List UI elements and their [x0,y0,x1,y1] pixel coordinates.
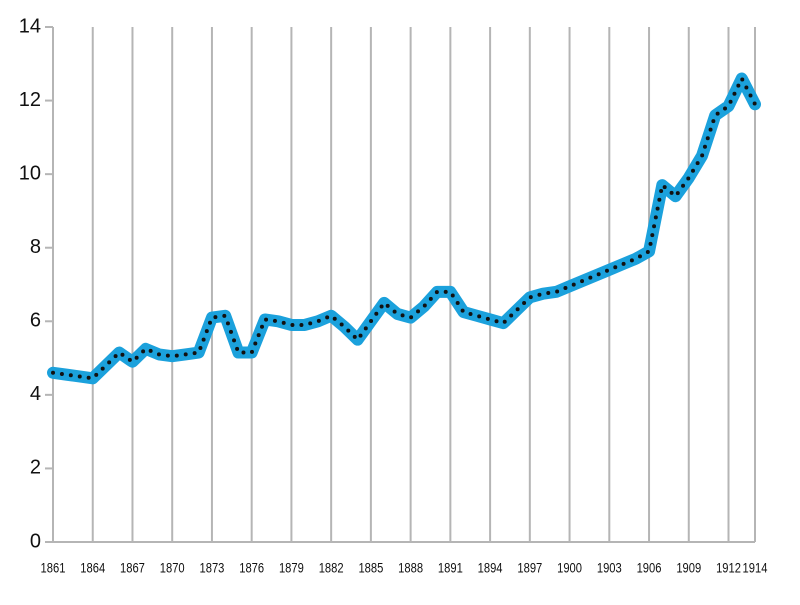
y-tick-label: 4 [30,383,41,405]
y-tick-label: 6 [30,310,41,332]
x-tick-label: 1882 [319,561,344,576]
y-tick-label: 12 [19,89,41,111]
x-tick-label: 1891 [438,561,463,576]
x-tick-label: 1894 [478,561,503,576]
x-tick-label: 1912 [716,561,741,576]
y-tick-label: 0 [30,530,41,552]
x-tick-label: 1867 [120,561,145,576]
y-tick-label: 2 [30,457,41,479]
x-tick-label: 1906 [637,561,662,576]
series-dots [51,76,757,381]
x-tick-label: 1876 [239,561,264,576]
x-tick-label: 1879 [279,561,304,576]
x-tick-label: 1885 [358,561,383,576]
x-tick-label: 1888 [398,561,423,576]
x-tick-label: 1873 [200,561,225,576]
x-tick-label: 1864 [80,561,105,576]
y-tick-label: 8 [30,236,41,258]
x-tick-label: 1914 [743,561,768,576]
x-tick-label: 1861 [41,561,66,576]
y-tick-label: 10 [19,162,41,184]
x-tick-label: 1897 [517,561,542,576]
x-tick-label: 1909 [676,561,701,576]
x-tick-label: 1900 [557,561,582,576]
y-tick-label: 14 [19,15,41,37]
x-tick-label: 1870 [160,561,185,576]
x-tick-label: 1903 [597,561,622,576]
